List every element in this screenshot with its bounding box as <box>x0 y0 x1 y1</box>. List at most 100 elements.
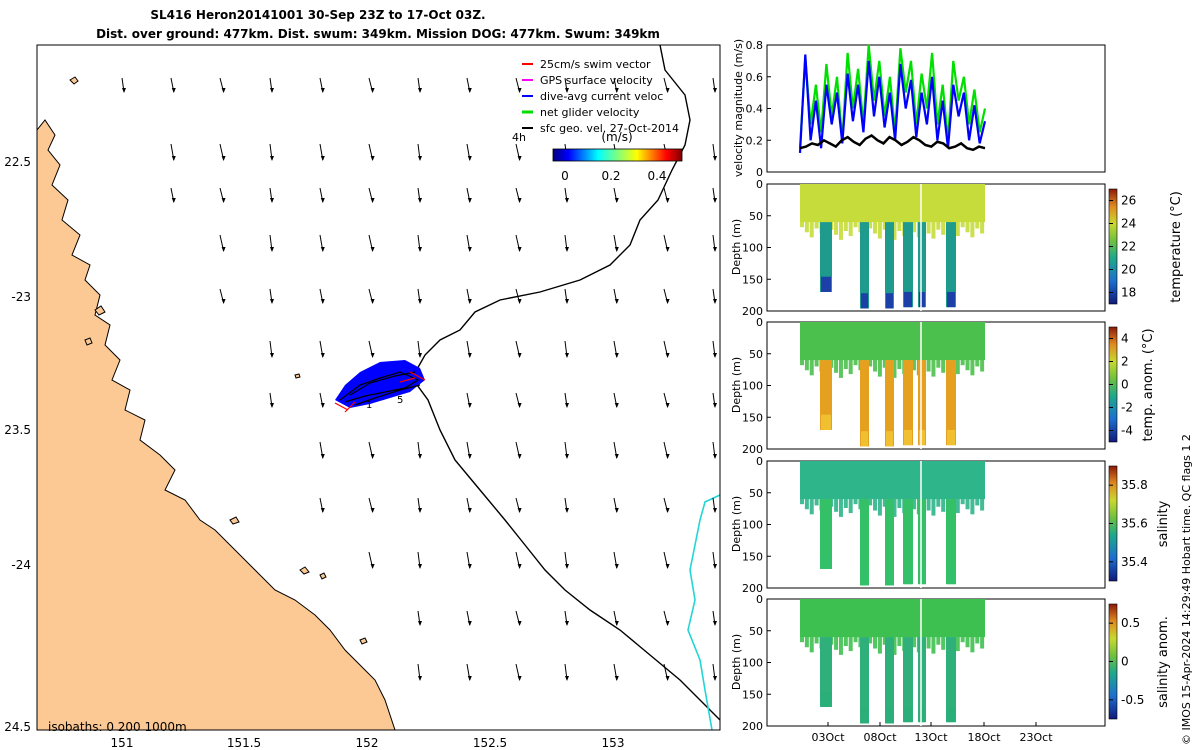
velocity-arrow-head <box>320 353 325 358</box>
velocity-arrow-head <box>467 508 472 513</box>
depth-tick: 50 <box>749 210 763 223</box>
section-profile-bottom <box>904 568 912 585</box>
map-subtitle: Dist. over ground: 477km. Dist. swum: 34… <box>96 27 660 41</box>
velocity-arrow-head <box>370 564 375 569</box>
section-surface-ragged <box>926 357 931 372</box>
velocity-arrow-head <box>614 198 619 203</box>
section-surface-ragged <box>975 496 980 506</box>
section-surface-ragged <box>848 357 853 375</box>
salinity-anomaly-section-data <box>800 599 985 726</box>
velocity-arrow-head <box>713 564 717 569</box>
depth-tick: 0 <box>756 593 763 606</box>
section-surface-ragged <box>843 496 848 508</box>
velocity-arrow-head <box>517 621 522 626</box>
velocity-arrow-head <box>320 508 325 513</box>
section-surface-ragged <box>936 219 941 230</box>
section-profile-bottom <box>947 429 955 446</box>
velocity-arrow-head <box>565 247 569 252</box>
section-profile-bottom <box>861 708 868 724</box>
svg-text:0: 0 <box>561 169 569 183</box>
section-surface-ragged <box>873 357 878 372</box>
section-surface-ragged <box>873 496 878 511</box>
section-surface-ragged <box>941 634 946 650</box>
section-surface-ragged <box>965 634 970 648</box>
velocity-arrow-head <box>467 403 472 408</box>
velocity-arrow-head <box>418 156 422 161</box>
velocity-arrow-head <box>320 198 325 203</box>
section-surface-ragged <box>931 496 936 516</box>
velocity-arrow-head <box>614 403 619 408</box>
velocity-arrow-head <box>467 247 472 252</box>
section-surface-ragged <box>975 634 980 644</box>
velocity-arrow-head <box>713 508 717 513</box>
section-profile-column <box>903 222 913 308</box>
section-surface-ragged <box>882 357 887 368</box>
velocity-arrow-head <box>171 198 176 203</box>
velocity-arrow-head <box>221 88 226 93</box>
section-surface-ragged <box>873 634 878 649</box>
velocity-arrow-head <box>614 676 619 681</box>
velocity-arrow-head <box>713 353 717 358</box>
track-label-start: 1 <box>366 400 372 411</box>
velocity-arrow-head <box>517 353 522 358</box>
section-surface-ragged <box>911 357 916 371</box>
colorbar-tick: 2 <box>1121 355 1129 369</box>
section-profile-column <box>885 637 894 724</box>
section-surface-ragged <box>809 357 814 376</box>
velocity-arrow-head <box>467 88 472 93</box>
section-surface-ragged <box>897 634 902 646</box>
velocity-arrow-head <box>221 299 226 304</box>
velocity-arrow-head <box>171 88 176 93</box>
velocity-arrow-head <box>370 198 375 203</box>
time-tick: 23Oct <box>1019 731 1053 744</box>
velocity-arrow-head <box>665 621 670 626</box>
section-surface-ragged <box>931 634 936 654</box>
velocity-arrow-head <box>418 508 422 513</box>
section-profile-bottom <box>861 293 868 309</box>
velocity-arrow-head <box>320 247 325 252</box>
section-surface-ragged <box>853 219 858 228</box>
section-profile-column <box>860 222 869 309</box>
velocity-arrow-head <box>467 564 472 569</box>
velocity-arrow-head <box>270 247 274 252</box>
section-profile-bottom <box>861 431 868 447</box>
velocity-y-tick: 0 <box>756 166 763 179</box>
surface-velocity-vectors <box>121 77 717 681</box>
section-profile-column <box>918 499 926 585</box>
svg-text:153: 153 <box>602 736 625 750</box>
velocity-arrow-head <box>122 88 126 93</box>
svg-text:152.5: 152.5 <box>473 736 507 750</box>
time-tick: 08Oct <box>863 731 897 744</box>
section-surface-ragged <box>941 357 946 373</box>
vector-scale-label: 4h <box>512 131 526 144</box>
section-surface-ragged <box>975 219 980 229</box>
depth-tick: 100 <box>742 657 763 670</box>
section-surface-ragged <box>804 219 809 233</box>
svg-text:22.5: 22.5 <box>4 155 31 169</box>
velocity-arrow-head <box>713 454 717 459</box>
velocity-arrow-head <box>614 88 619 93</box>
velocity-arrow-head <box>665 564 670 569</box>
velocity-arrow-head <box>467 299 472 304</box>
section-profile-bottom <box>904 429 912 446</box>
velocity-arrow-head <box>665 676 670 681</box>
velocity-arrow-head <box>713 247 717 252</box>
section-surface-ragged <box>882 496 887 507</box>
svg-text:Depth (m): Depth (m) <box>730 496 743 552</box>
section-surface-ragged <box>965 496 970 510</box>
depth-tick: 150 <box>742 688 763 701</box>
section-surface-ragged <box>980 357 985 372</box>
section-profile-column <box>860 499 869 586</box>
velocity-arrow-head <box>418 198 422 203</box>
velocity-y-axis: 0 0.2 0.4 0.6 0.8 <box>746 39 771 179</box>
map-title: SL416 Heron20141001 30-Sep 23Z to 17-Oct… <box>150 8 485 22</box>
section-surface-ragged <box>853 357 858 366</box>
velocity-arrow-head <box>565 353 569 358</box>
section-surface-ragged <box>897 496 902 508</box>
velocity-arrow-head <box>370 299 375 304</box>
velocity-arrow-head <box>418 676 422 681</box>
velocity-arrow-head <box>467 621 472 626</box>
section-surface-ragged <box>809 496 814 515</box>
